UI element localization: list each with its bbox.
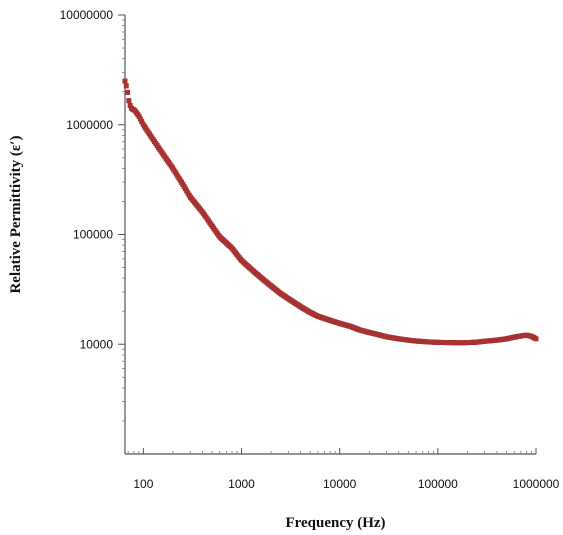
y-axis-title: Relative Permittivity (ε′) (8, 135, 24, 293)
data-point (123, 83, 129, 89)
x-tick-label: 1000 (228, 477, 255, 491)
axes (124, 15, 536, 455)
y-tick-label: 1000000 (66, 118, 113, 132)
y-tick-label: 10000 (80, 337, 114, 351)
data-point (533, 336, 539, 342)
x-tick-label: 10000 (323, 477, 357, 491)
data-point (127, 102, 133, 108)
y-tick-label: 100000 (73, 228, 113, 242)
y-tick-label: 10000000 (60, 8, 114, 22)
x-tick-label: 1000000 (513, 477, 560, 491)
x-axis-title: Frequency (Hz) (285, 515, 385, 531)
data-point (122, 78, 128, 84)
data-point (125, 89, 131, 95)
axis-ticks: 100 1000 10000 100000 1000000 10000 100000 1000… (60, 8, 560, 491)
data-series (122, 78, 539, 346)
data-point (126, 98, 132, 104)
x-tick-label: 100000 (418, 477, 458, 491)
x-tick-label: 100 (133, 477, 153, 491)
